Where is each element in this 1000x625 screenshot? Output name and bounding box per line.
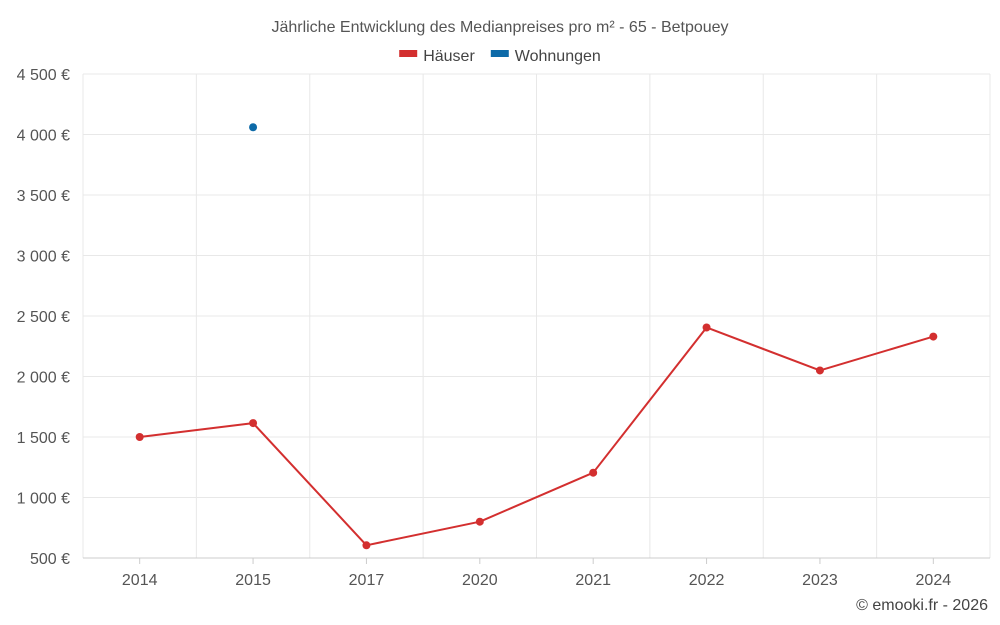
series-group — [135, 123, 938, 550]
x-tick-label: 2022 — [689, 572, 725, 589]
credit-text: © emooki.fr - 2026 — [856, 597, 988, 614]
x-tick-label: 2021 — [575, 572, 611, 589]
series-line-0 — [139, 326, 934, 547]
data-point[interactable] — [249, 419, 258, 428]
legend-label: Häuser — [423, 48, 475, 65]
legend-label: Wohnungen — [515, 48, 601, 65]
x-tick-label: 2017 — [349, 572, 385, 589]
data-point[interactable] — [475, 517, 484, 526]
data-point[interactable] — [815, 366, 824, 375]
data-point[interactable] — [362, 541, 371, 550]
y-tick-label: 3 500 € — [17, 188, 70, 205]
y-tick-label: 3 000 € — [17, 249, 70, 266]
legend-swatch — [490, 50, 509, 57]
x-tick-label: 2015 — [235, 572, 271, 589]
data-point[interactable] — [249, 123, 258, 132]
y-axis: 500 € 1 000 € 1 500 € 2 000 € 2 500 € 3 000 €… — [17, 67, 70, 568]
x-tick-label: 2024 — [916, 572, 952, 589]
legend: Häuser Wohnungen — [399, 48, 601, 65]
x-tick-label: 2023 — [802, 572, 838, 589]
y-tick-label: 1 000 € — [17, 491, 70, 508]
legend-item-0[interactable]: Häuser — [399, 48, 475, 65]
legend-swatch — [399, 50, 418, 57]
chart-title: Jährliche Entwicklung des Medianpreises … — [271, 19, 728, 36]
grid — [82, 73, 991, 559]
x-tick-label: 2020 — [462, 572, 498, 589]
y-tick-label: 2 500 € — [17, 309, 70, 326]
x-axis: 2014 2015 2017 2020 2021 2022 2023 2024 — [122, 558, 951, 589]
data-point[interactable] — [135, 433, 144, 441]
y-tick-label: 2 000 € — [17, 370, 70, 387]
data-point[interactable] — [702, 323, 711, 332]
y-tick-label: 4 000 € — [17, 128, 70, 145]
x-tick-label: 2014 — [122, 572, 158, 589]
data-point[interactable] — [929, 332, 938, 341]
y-tick-label: 500 € — [30, 551, 70, 568]
y-tick-label: 1 500 € — [17, 430, 70, 447]
data-point[interactable] — [589, 468, 598, 477]
y-tick-label: 4 500 € — [17, 67, 70, 84]
legend-item-1[interactable]: Wohnungen — [490, 48, 601, 65]
